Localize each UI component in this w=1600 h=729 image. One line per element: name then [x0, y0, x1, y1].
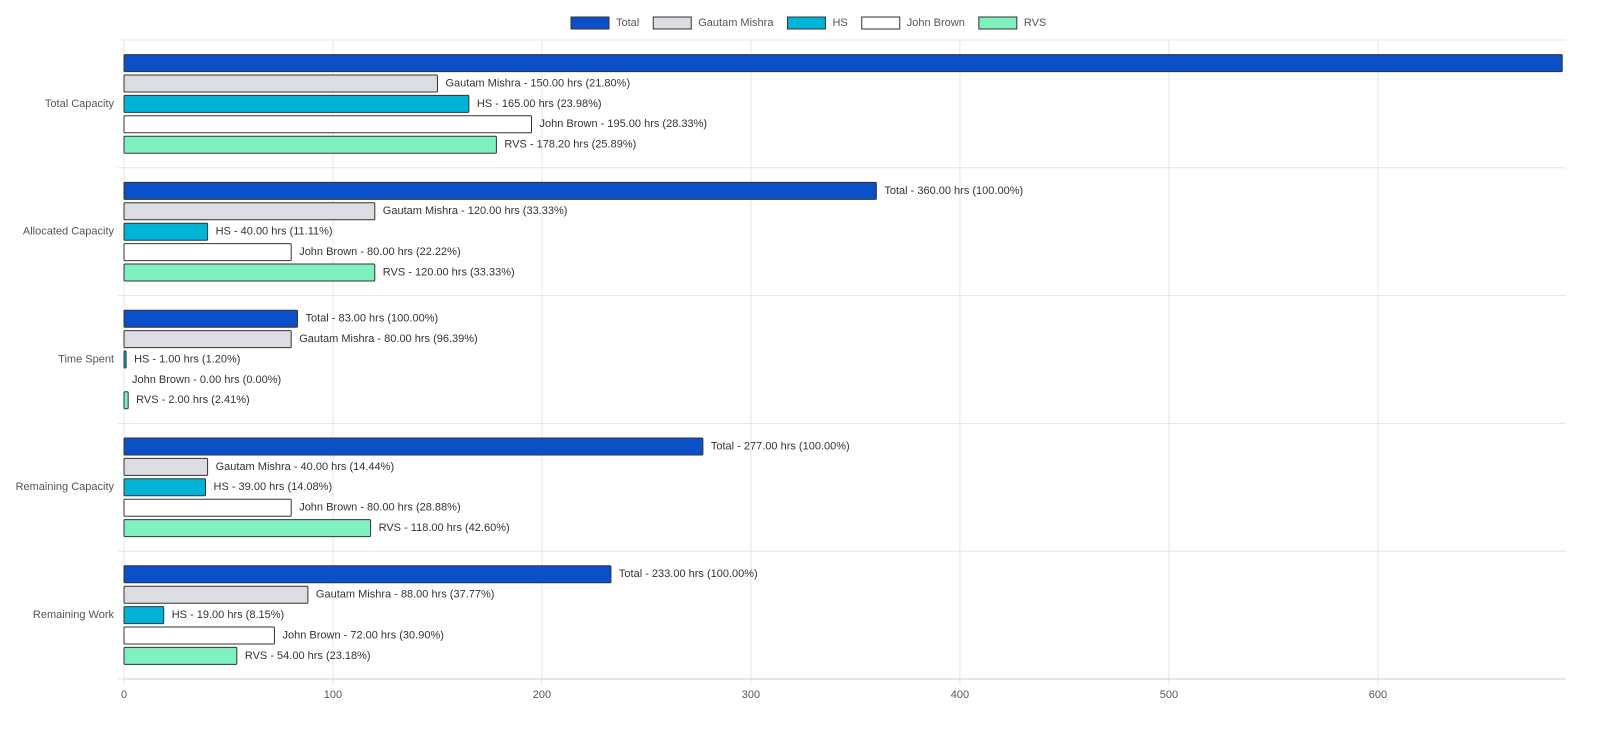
data-label: Total - 83.00 hrs (100.00%) — [305, 313, 438, 325]
data-label: HS - 19.00 hrs (8.15%) — [172, 609, 285, 621]
bar — [123, 498, 292, 517]
bar — [123, 606, 165, 625]
bar — [123, 222, 209, 241]
x-tick-label: 500 — [1160, 689, 1178, 701]
bar — [123, 330, 292, 349]
bar — [123, 135, 497, 154]
bar — [123, 626, 275, 645]
data-label: RVS - 2.00 hrs (2.41%) — [136, 394, 250, 406]
bar — [123, 585, 309, 604]
data-label: John Brown - 195.00 hrs (28.33%) — [540, 118, 708, 130]
data-label: RVS - 54.00 hrs (23.18%) — [245, 650, 371, 662]
data-label: Total - 360.00 hrs (100.00%) — [884, 185, 1023, 197]
bar — [123, 457, 209, 476]
data-label: Gautam Mishra - 40.00 hrs (14.44%) — [216, 461, 395, 473]
y-tick-label: Time Spent — [58, 353, 114, 365]
data-label: RVS - 120.00 hrs (33.33%) — [383, 266, 515, 278]
bar — [123, 181, 877, 200]
data-label: RVS - 178.20 hrs (25.89%) — [504, 139, 636, 151]
bar — [123, 202, 376, 221]
bar — [123, 94, 470, 113]
legend-swatch — [570, 16, 610, 30]
bar — [123, 519, 372, 538]
data-label: Gautam Mishra - 150.00 hrs (21.80%) — [445, 77, 630, 89]
y-tick-label: Remaining Work — [33, 609, 115, 621]
data-label: John Brown - 72.00 hrs (30.90%) — [282, 629, 443, 641]
bar — [123, 115, 533, 134]
data-label: Total - 233.00 hrs (100.00%) — [619, 568, 758, 580]
legend-swatch — [652, 16, 692, 30]
data-label: Gautam Mishra - 88.00 hrs (37.77%) — [316, 589, 495, 601]
bar — [123, 350, 127, 369]
data-label: John Brown - 80.00 hrs (28.88%) — [299, 502, 460, 514]
legend-swatch — [786, 16, 826, 30]
y-tick-label: Total Capacity — [45, 98, 115, 110]
bar — [123, 74, 438, 93]
x-tick-label: 300 — [742, 689, 760, 701]
legend-label: HS — [832, 17, 847, 29]
legend-label: John Brown — [907, 17, 965, 29]
bar — [123, 565, 612, 584]
legend-label: Total — [616, 17, 639, 29]
data-label: John Brown - 0.00 hrs (0.00%) — [132, 374, 281, 386]
bar — [123, 263, 376, 282]
data-label: HS - 165.00 hrs (23.98%) — [477, 98, 602, 110]
x-tick-label: 0 — [121, 689, 127, 701]
data-label: John Brown - 80.00 hrs (22.22%) — [299, 246, 460, 258]
x-tick-label: 400 — [951, 689, 969, 701]
bar — [123, 309, 298, 328]
legend-swatch — [978, 16, 1018, 30]
data-label: Gautam Mishra - 120.00 hrs (33.33%) — [383, 205, 568, 217]
x-tick-label: 600 — [1369, 689, 1387, 701]
bar — [123, 54, 1563, 73]
data-label: Total - 277.00 hrs (100.00%) — [711, 440, 850, 452]
legend-label: RVS — [1024, 17, 1046, 29]
legend-swatch — [861, 16, 901, 30]
legend-label: Gautam Mishra — [698, 17, 774, 29]
bar — [123, 437, 704, 456]
data-label: HS - 39.00 hrs (14.08%) — [214, 481, 333, 493]
data-label: RVS - 118.00 hrs (42.60%) — [379, 522, 510, 534]
bar — [123, 243, 292, 262]
data-label: HS - 40.00 hrs (11.11%) — [216, 226, 333, 238]
y-tick-label: Allocated Capacity — [23, 226, 115, 238]
bar — [123, 478, 207, 497]
y-tick-label: Remaining Capacity — [16, 481, 115, 493]
bar — [123, 391, 129, 410]
bar — [123, 646, 238, 665]
x-tick-label: 100 — [324, 689, 342, 701]
x-tick-label: 200 — [533, 689, 551, 701]
data-label: HS - 1.00 hrs (1.20%) — [134, 353, 240, 365]
data-label: Gautam Mishra - 80.00 hrs (96.39%) — [299, 333, 478, 345]
